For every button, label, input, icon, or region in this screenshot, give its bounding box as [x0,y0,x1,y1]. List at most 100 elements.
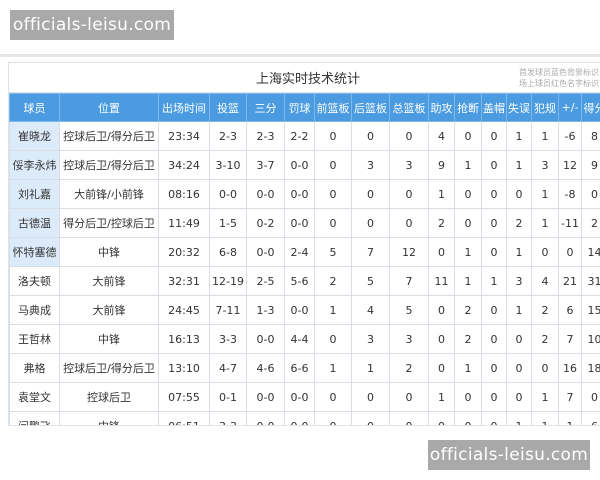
stat-cell: 0 [531,353,559,383]
column-header[interactable]: 投篮 [209,93,247,122]
stat-cell: 0 [481,121,507,151]
stat-cell: 6 [581,411,600,425]
stat-cell: 0 [428,295,455,325]
position-cell: 控球后卫/得分后卫 [59,150,159,180]
stat-cell: 5 [351,266,390,296]
stat-cell: 4-4 [284,324,315,354]
stat-cell: 0 [454,411,482,425]
table-row: 古德温 得分后卫/控球后卫 11:49 1-5 0-2 0-0 0 0 0 2 0 0 2 1 -11 2 [9,208,600,238]
stat-cell: 0 [454,179,482,209]
stat-cell: 2-4 [284,237,315,267]
stat-cell: 3-7 [246,150,285,180]
stat-cell: 32:31 [158,266,210,296]
stat-cell: 12 [389,237,429,267]
column-header[interactable]: 抢断 [454,93,482,122]
stat-cell: 16 [558,353,582,383]
stat-cell: 1 [531,121,559,151]
player-name: 弗格 [9,353,60,383]
stat-cell: 0-0 [284,208,315,238]
player-name: 王哲林 [9,324,60,354]
stat-cell: 1-5 [209,208,247,238]
stat-cell: 0-0 [246,179,285,209]
stat-cell: 11 [428,266,455,296]
column-header[interactable]: 三分 [246,93,285,122]
stat-cell: 6-8 [209,237,247,267]
stat-cell: 4-6 [246,353,285,383]
position-cell: 控球后卫/得分后卫 [59,353,159,383]
stat-cell: 13:10 [158,353,210,383]
stat-cell: 7 [351,237,390,267]
stat-cell: 2 [531,295,559,325]
stat-cell: 0 [454,121,482,151]
stat-cell: 3 [351,324,390,354]
table-row: 俀李永炜 控球后卫/得分后卫 34:24 3-10 3-7 0-0 0 3 3 9 1 0 1 3 12 9 [9,150,600,180]
stat-cell: 4 [351,295,390,325]
player-name: 闫鹏飞 [9,411,60,425]
column-header[interactable]: 后篮板 [351,93,390,122]
stat-cell: 0 [314,121,352,151]
stat-cell: 3 [351,150,390,180]
stat-cell: 0-0 [284,150,315,180]
stat-cell: 1 [314,295,352,325]
stat-cell: 14 [581,237,600,267]
stat-cell: 3 [506,266,532,296]
stat-cell: 3 [389,150,429,180]
column-header[interactable]: 前篮板 [314,93,352,122]
column-header[interactable]: 出场时间 [158,93,210,122]
stat-cell: 0 [454,382,482,412]
player-name: 俀李永炜 [9,150,60,180]
position-cell: 中锋 [59,324,159,354]
stat-cell: 0 [531,237,559,267]
stat-cell: 2-3 [246,121,285,151]
position-cell: 大前锋/小前锋 [59,179,159,209]
stat-cell: 1 [428,179,455,209]
table-row: 袁堂文 控球后卫 07:55 0-1 0-0 0-0 0 0 0 1 0 0 0 1 7 0 [9,382,600,412]
stat-cell: 0 [389,411,429,425]
column-header[interactable]: 盖帽 [481,93,507,122]
stat-cell: -8 [558,179,582,209]
stat-cell: 0 [506,353,532,383]
column-header[interactable]: 犯规 [531,93,559,122]
position-cell: 中锋 [59,237,159,267]
stat-cell: 2 [581,208,600,238]
stat-cell: 0 [314,208,352,238]
divider [0,54,600,57]
stat-cell: 2 [389,353,429,383]
stat-cell: 1 [454,353,482,383]
stat-cell: 0-0 [284,295,315,325]
stat-cell: 0-0 [246,411,285,425]
stat-cell: 18 [581,353,600,383]
stat-cell: 1 [506,295,532,325]
stat-cell: 11:49 [158,208,210,238]
stat-cell: 0 [481,324,507,354]
column-header[interactable]: 罚球 [284,93,315,122]
stat-cell: 1 [506,121,532,151]
stat-cell: 0 [428,411,455,425]
stat-cell: 0 [351,382,390,412]
stat-cell: 0 [314,382,352,412]
column-header[interactable]: 失误 [506,93,532,122]
stat-cell: 1 [531,208,559,238]
stat-cell: 1 [558,411,582,425]
page-title: 上海实时技术统计 [255,72,360,87]
column-header[interactable]: 球员 [9,93,60,122]
stat-cell: 0 [351,411,390,425]
stat-cell: 2 [531,324,559,354]
player-name: 马典成 [9,295,60,325]
column-header[interactable]: 助攻 [428,93,455,122]
stat-cell: 4 [428,121,455,151]
player-name: 袁堂文 [9,382,60,412]
stat-cell: 0 [389,121,429,151]
column-header[interactable]: +/- [558,93,582,122]
stat-cell: 0-0 [246,237,285,267]
stat-cell: 0-2 [246,208,285,238]
stat-cell: 31 [581,266,600,296]
column-header[interactable]: 位置 [59,93,159,122]
stat-cell: 1 [506,411,532,425]
column-header[interactable]: 总篮板 [389,93,429,122]
column-header[interactable]: 得分 [581,93,600,122]
stat-cell: 6 [558,295,582,325]
